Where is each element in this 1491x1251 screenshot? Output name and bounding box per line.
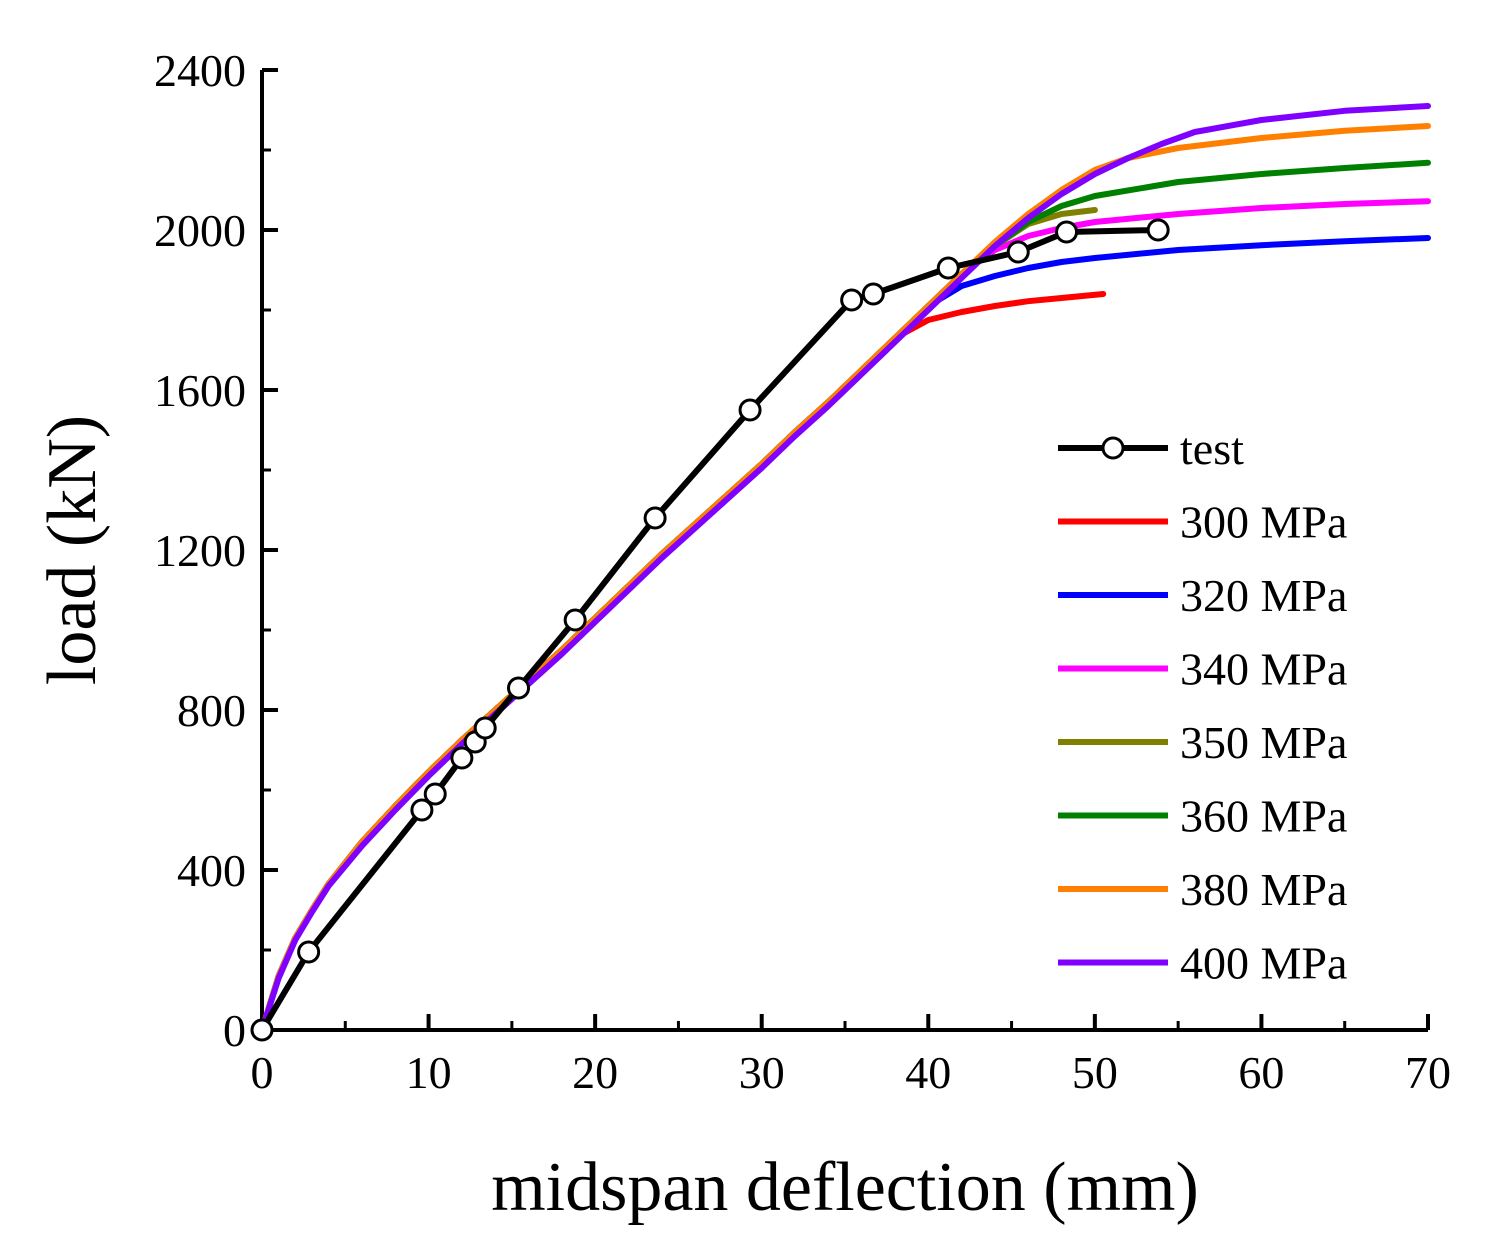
data-point-test (473, 716, 497, 740)
data-point-test (738, 398, 762, 422)
y-tick-label: 0 (223, 1005, 246, 1056)
y-tick-label: 1200 (154, 525, 246, 576)
legend-label-test: test (1180, 423, 1244, 474)
data-point-test (1006, 240, 1030, 264)
legend-label-300-mpa: 300 MPa (1180, 497, 1347, 548)
legend-marker-test (1101, 436, 1125, 460)
x-tick-label: 0 (251, 1047, 274, 1098)
y-tick-label: 2000 (154, 205, 246, 256)
x-tick-label: 50 (1072, 1047, 1118, 1098)
x-tick-label: 30 (739, 1047, 785, 1098)
data-point-test (563, 608, 587, 632)
data-point-test (1146, 218, 1170, 242)
x-axis-title: midspan deflection (mm) (491, 1149, 1199, 1226)
series-line-400-mpa (259, 103, 1431, 1033)
y-tick-label: 800 (177, 685, 246, 736)
legend-label-350-mpa: 350 MPa (1180, 717, 1347, 768)
data-point-test (297, 940, 321, 964)
x-tick-label: 40 (905, 1047, 951, 1098)
x-tick-label: 60 (1238, 1047, 1284, 1098)
series-layer (250, 103, 1431, 1042)
axes: 0 400 800 1200 1600 2000 2400 0 10 20 30 40 50 60 70 (154, 45, 1451, 1098)
data-point-test (643, 506, 667, 530)
data-point-test (410, 798, 434, 822)
data-point-test (423, 782, 447, 806)
y-tick-label: 1600 (154, 365, 246, 416)
data-point-test (507, 676, 531, 700)
x-tick-label: 10 (406, 1047, 452, 1098)
x-tick-label: 20 (572, 1047, 618, 1098)
data-point-test (840, 288, 864, 312)
y-tick-label: 400 (177, 845, 246, 896)
series-line-test (259, 227, 1162, 1033)
y-axis-title: load (kN) (34, 415, 111, 685)
y-tick-label: 2400 (154, 45, 246, 96)
legend-label-400-mpa: 400 MPa (1180, 938, 1347, 989)
legend-label-360-mpa: 360 MPa (1180, 791, 1347, 842)
legend-label-340-mpa: 340 MPa (1180, 644, 1347, 695)
legend: test 300 MPa 320 MPa 340 MPa 350 MPa 360 MPa 3… (1058, 423, 1347, 989)
x-tick-label: 70 (1405, 1047, 1451, 1098)
data-point-test (250, 1018, 274, 1042)
legend-label-380-mpa: 380 MPa (1180, 864, 1347, 915)
data-point-test (450, 746, 474, 770)
data-point-test (861, 282, 885, 306)
series-line-300-mpa (259, 291, 1107, 1033)
series-line-350-mpa (259, 207, 1098, 1033)
data-point-test (1055, 220, 1079, 244)
data-point-test (936, 256, 960, 280)
legend-label-320-mpa: 320 MPa (1180, 570, 1347, 621)
